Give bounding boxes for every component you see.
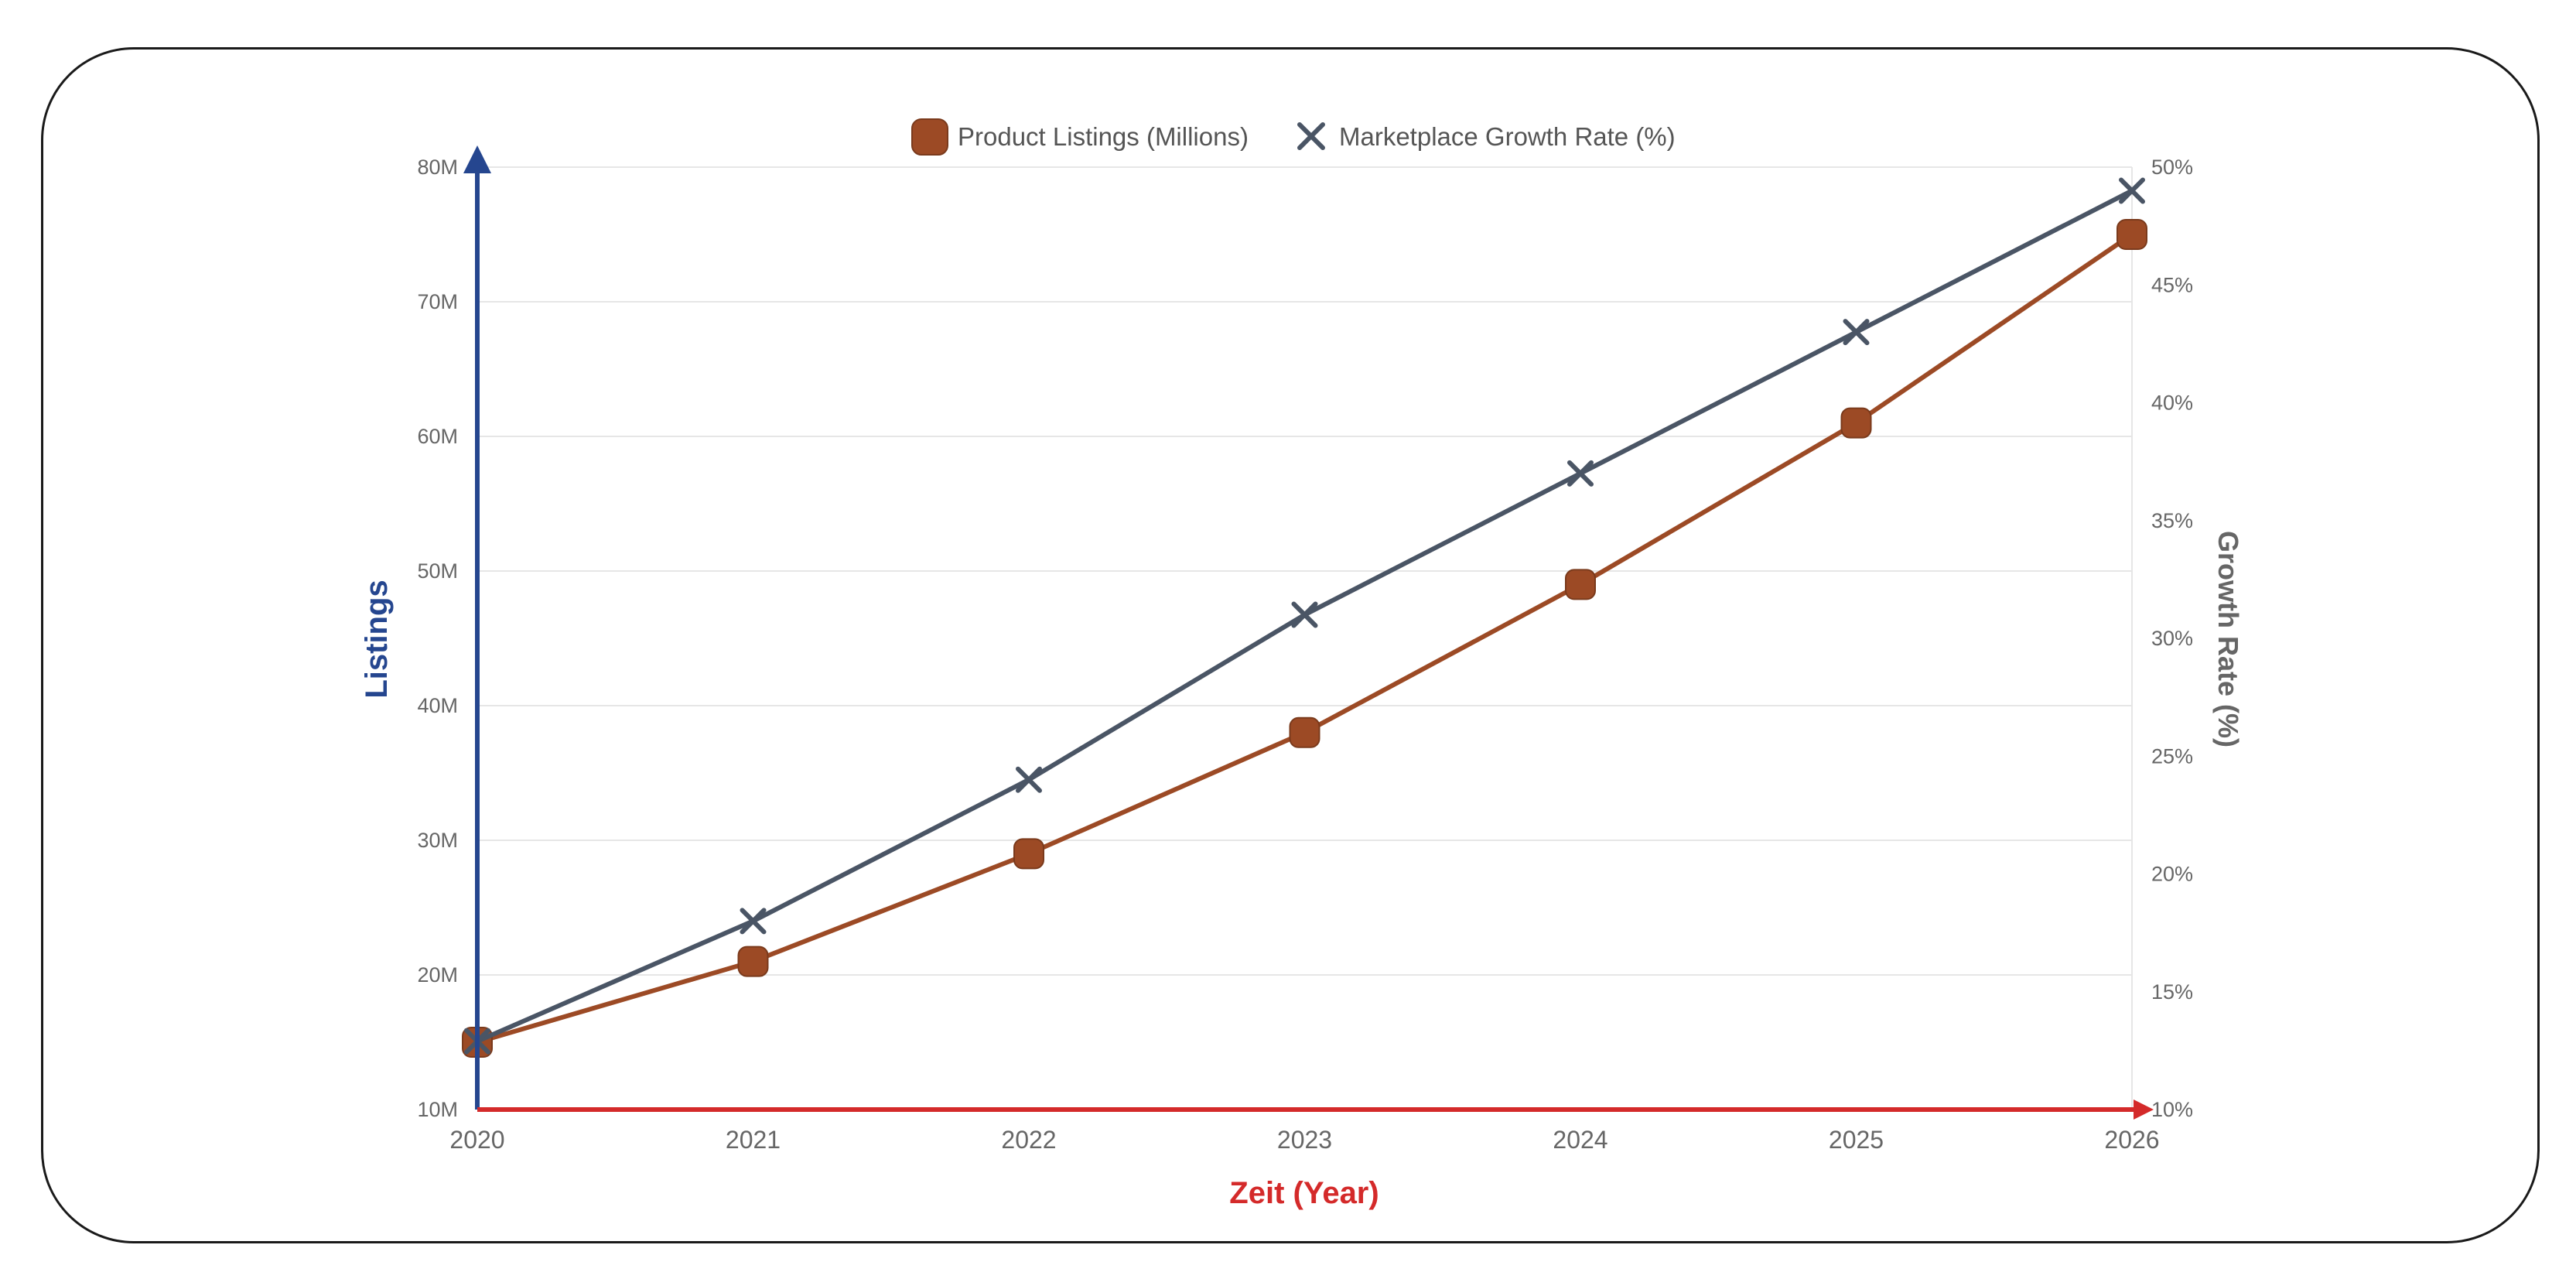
x-axis-arrow <box>2134 1099 2154 1120</box>
x-tick-label: 2022 <box>1001 1126 1056 1154</box>
square-marker <box>1565 569 1596 600</box>
right-axis-ticks: 10% 15% 20% 25% 30% 35% 40% 45% 50% <box>2151 156 2193 1121</box>
y-tick-label: 30M <box>417 829 458 852</box>
x-tick-label: 2025 <box>1829 1126 1884 1154</box>
cross-marker <box>1843 319 1870 346</box>
legend-label: Marketplace Growth Rate (%) <box>1339 122 1676 151</box>
y-tick-label: 50M <box>417 559 458 583</box>
y2-tick-label: 20% <box>2151 863 2193 886</box>
y2-axis-title: Growth Rate (%) <box>2212 531 2244 747</box>
legend-item-listings[interactable]: Product Listings (Millions) <box>911 118 1249 156</box>
x-tick-label: 2026 <box>2104 1126 2159 1154</box>
square-marker <box>1289 716 1320 748</box>
y-tick-label: 10M <box>417 1098 458 1121</box>
left-axis-ticks: 10M 20M 30M 40M 50M 60M 70M 80M <box>417 156 458 1121</box>
square-marker <box>2116 219 2147 250</box>
cross-marker <box>2119 177 2145 204</box>
square-marker <box>737 946 769 977</box>
y-axis-title: Listings <box>360 580 394 698</box>
x-tick-label: 2020 <box>449 1126 504 1154</box>
y-tick-label: 70M <box>417 290 458 313</box>
y2-tick-label: 15% <box>2151 980 2193 1004</box>
legend-square-icon <box>911 118 948 156</box>
series-lines <box>462 177 2147 1058</box>
y-tick-label: 60M <box>417 425 458 448</box>
y2-tick-label: 35% <box>2151 509 2193 532</box>
x-axis-ticks: 2020 2021 2022 2023 2024 2025 2026 <box>449 1126 2159 1154</box>
series-line-1 <box>475 232 2134 1045</box>
y-tick-label: 80M <box>417 156 458 179</box>
legend-label: Product Listings (Millions) <box>958 122 1249 151</box>
y2-tick-label: 30% <box>2151 627 2193 650</box>
x-tick-label: 2024 <box>1553 1126 1607 1154</box>
axes <box>463 145 2154 1120</box>
legend-item-growth[interactable]: Marketplace Growth Rate (%) <box>1297 122 1676 151</box>
legend[interactable]: Product Listings (Millions) Marketplace G… <box>911 118 1676 156</box>
y2-tick-label: 45% <box>2151 273 2193 296</box>
x-tick-label: 2023 <box>1277 1126 1332 1154</box>
square-marker <box>1013 838 1044 870</box>
y2-tick-label: 40% <box>2151 392 2193 415</box>
x-tick-label: 2021 <box>726 1126 781 1154</box>
y-tick-label: 40M <box>417 694 458 717</box>
cross-marker <box>740 908 767 935</box>
y2-tick-label: 10% <box>2151 1098 2193 1121</box>
cross-marker <box>1016 766 1042 793</box>
x-axis-title: Zeit (Year) <box>1229 1176 1379 1210</box>
y-tick-label: 20M <box>417 963 458 987</box>
legend-cross-icon <box>1297 122 1325 150</box>
square-marker <box>1840 407 1872 439</box>
cross-marker <box>1291 601 1318 628</box>
y2-tick-label: 50% <box>2151 156 2193 179</box>
y2-tick-label: 25% <box>2151 744 2193 768</box>
cross-marker <box>1567 460 1594 487</box>
